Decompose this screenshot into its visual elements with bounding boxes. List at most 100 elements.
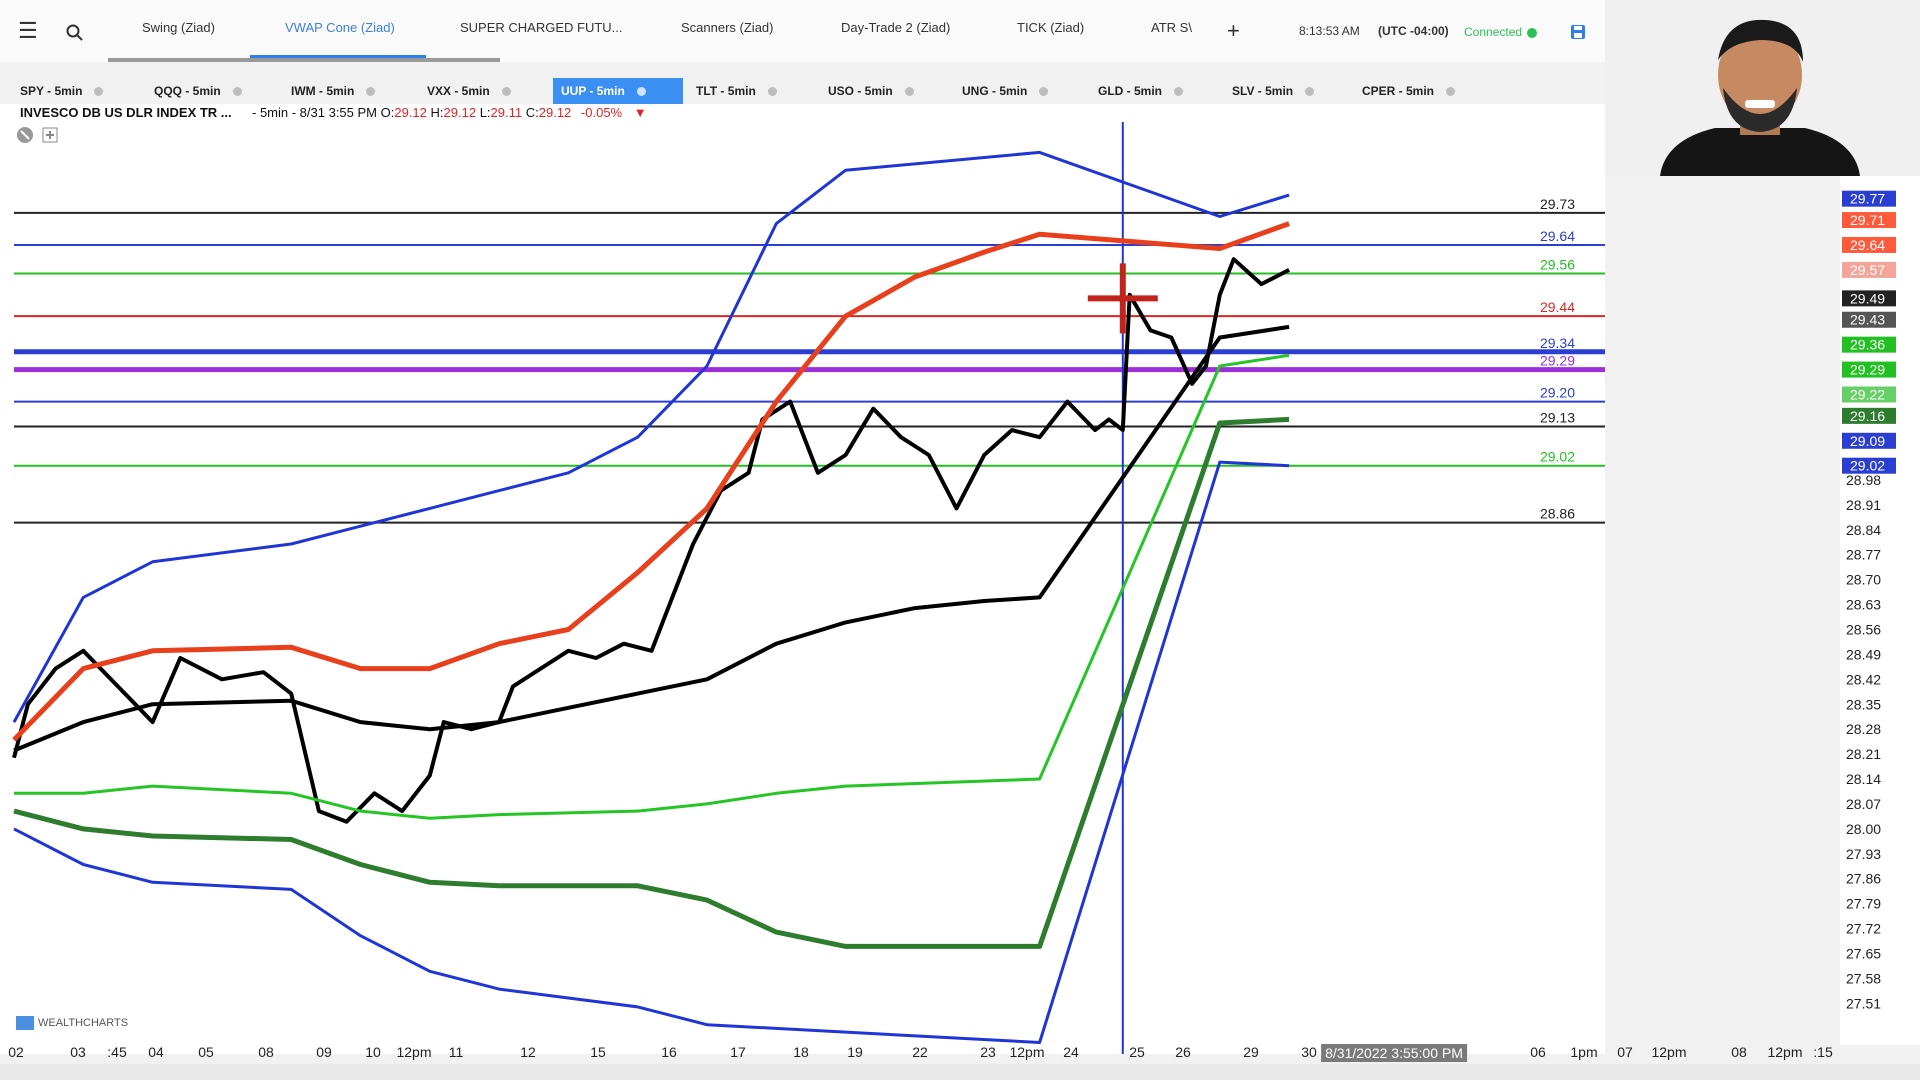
symbol-tab-7[interactable]: UNG - 5min [954, 78, 1056, 104]
symbol-settings-icon[interactable] [366, 87, 376, 97]
level-label-4: 29.34 [1540, 335, 1575, 351]
y-tick-23: 28.21 [1846, 746, 1881, 762]
y-tick-28: 27.86 [1846, 871, 1881, 887]
symbol-tab-4[interactable]: UUP - 5min [553, 78, 683, 104]
x-tick-30: 12pm [1767, 1044, 1803, 1060]
y-tick-20: 28.42 [1846, 671, 1881, 687]
chart-canvas[interactable]: 29.73 29.64 29.56 29.44 29.34 29.29 29.20 29.13… [0, 122, 1605, 1054]
symbol-settings-icon[interactable] [94, 87, 104, 97]
symbol-settings-icon[interactable] [1305, 87, 1315, 97]
expand-chart-icon[interactable] [42, 127, 58, 143]
symbol-tab-2[interactable]: IWM - 5min [283, 78, 383, 104]
x-tick-31: :15 [1813, 1044, 1833, 1060]
x-tick-18: 12pm [1009, 1044, 1045, 1060]
symbol-tab-label: GLD - 5min [1098, 84, 1163, 98]
symbol-settings-icon[interactable] [1174, 87, 1184, 97]
x-tick-4: 05 [198, 1044, 214, 1060]
y-tick-31: 27.65 [1846, 945, 1881, 961]
symbol-settings-icon[interactable] [232, 87, 242, 97]
symbol-tab-label: SLV - 5min [1232, 84, 1294, 98]
symbol-tab-1[interactable]: QQQ - 5min [146, 78, 250, 104]
x-tick-19: 24 [1063, 1044, 1079, 1060]
x-tick-16: 22 [912, 1044, 928, 1060]
symbol-settings-icon[interactable] [1446, 87, 1456, 97]
symbol-tab-label: UUP - 5min [561, 84, 625, 98]
price-badge-label-10: 29.09 [1850, 433, 1885, 449]
x-tick-27: 07 [1617, 1044, 1633, 1060]
tab-atr[interactable]: ATR S\ [1151, 20, 1192, 35]
tab-scrollbar[interactable] [108, 58, 500, 62]
x-tick-12: 16 [661, 1044, 677, 1060]
time-axis[interactable]: 02 03:45 04 05 08 09 10 12pm 11 12 15 16 17 18 19 22 23 1… [0, 1040, 1846, 1064]
level-label-2: 29.56 [1540, 256, 1575, 272]
symbol-tab-label: SPY - 5min [20, 84, 83, 98]
price-axis-labels: 29.77 29.71 29.64 29.57 29.49 29.43 29.36 29.29… [1842, 190, 1896, 1011]
price-badge-11 [1842, 457, 1896, 474]
tab-super-charged-futures[interactable]: SUPER CHARGED FUTU... [460, 20, 623, 35]
change-value: -0.05% [580, 105, 623, 120]
high-value: 29.12 [443, 105, 477, 120]
x-tick-29: 08 [1731, 1044, 1747, 1060]
x-tick-10: 12 [520, 1044, 536, 1060]
price-chart[interactable]: 29.73 29.64 29.56 29.44 29.34 29.29 29.20 29.13… [0, 122, 1605, 1054]
x-tick-8: 12pm [396, 1044, 432, 1060]
low-value: 29.11 [490, 105, 523, 120]
price-badge-label-3: 29.57 [1850, 262, 1885, 278]
search-icon[interactable] [66, 24, 84, 42]
tab-day-trade-2[interactable]: Day-Trade 2 (Ziad) [841, 20, 951, 35]
x-tick-28: 12pm [1651, 1044, 1687, 1060]
symbol-settings-icon[interactable] [904, 87, 914, 97]
instrument-name: INVESCO DB US DLR INDEX TR ... [20, 105, 232, 120]
price-badge-2 [1842, 236, 1896, 253]
x-tick-0: 02 [8, 1044, 24, 1060]
symbol-tab-10[interactable]: CPER - 5min [1354, 78, 1463, 104]
symbol-tab-5[interactable]: TLT - 5min [688, 78, 785, 104]
symbol-tab-label: QQQ - 5min [154, 84, 221, 98]
y-tick-21: 28.35 [1846, 696, 1881, 712]
symbol-tab-3[interactable]: VXX - 5min [419, 78, 519, 104]
bottom-bar [0, 1064, 1920, 1080]
price-badge-0 [1842, 190, 1896, 207]
x-tick-3: 04 [148, 1044, 164, 1060]
x-tick-22: 29 [1243, 1044, 1259, 1060]
high-label: H: [430, 105, 444, 120]
tab-scanners[interactable]: Scanners (Ziad) [681, 20, 774, 35]
symbol-settings-icon[interactable] [636, 87, 646, 97]
symbol-settings-icon[interactable] [1039, 87, 1049, 97]
symbol-tab-8[interactable]: GLD - 5min [1090, 78, 1191, 104]
y-tick-24: 28.14 [1846, 771, 1881, 787]
x-tick-23: 30 [1301, 1044, 1317, 1060]
add-tab-button[interactable]: + [1227, 18, 1240, 43]
symbol-tab-label: IWM - 5min [291, 84, 355, 98]
price-badge-label-8: 29.22 [1850, 387, 1885, 403]
symbol-tab-6[interactable]: USO - 5min [820, 78, 922, 104]
close-chart-icon[interactable] [16, 126, 34, 144]
y-tick-26: 28.00 [1846, 821, 1881, 837]
tab-swing[interactable]: Swing (Ziad) [142, 20, 215, 35]
tab-tick[interactable]: TICK (Ziad) [1017, 20, 1085, 35]
instrument-interval: - 5min - 8/31 3:55 PM [252, 105, 377, 120]
x-tick-21: 26 [1175, 1044, 1191, 1060]
symbol-tab-0[interactable]: SPY - 5min [12, 78, 111, 104]
x-tick-17: 23 [980, 1044, 996, 1060]
series-line-4 [13, 416, 1290, 949]
symbol-settings-icon[interactable] [501, 87, 511, 97]
series-line-3 [12, 150, 1290, 723]
series-line-5 [14, 353, 1290, 820]
save-icon[interactable] [1570, 24, 1586, 40]
x-tick-7: 10 [365, 1044, 381, 1060]
hamburger-menu-icon[interactable]: ☰ [18, 18, 38, 43]
low-label: L: [479, 105, 491, 120]
level-label-5: 29.29 [1540, 353, 1575, 369]
tab-vwap-cone[interactable]: VWAP Cone (Ziad) [285, 20, 395, 35]
y-tick-22: 28.28 [1846, 721, 1881, 737]
timezone: (UTC -04:00) [1378, 24, 1449, 38]
x-tick-24: 8/31/2022 3:55:00 PM [1321, 1044, 1467, 1062]
level-label-6: 29.20 [1540, 385, 1575, 401]
series-line-6 [13, 460, 1290, 1044]
price-axis[interactable]: 29.77 29.71 29.64 29.57 29.49 29.43 29.36 29.29… [1840, 175, 1920, 1045]
symbol-settings-icon[interactable] [767, 87, 777, 97]
instrument-info: INVESCO DB US DLR INDEX TR ... - 5min - … [0, 104, 1605, 122]
x-tick-13: 17 [730, 1044, 746, 1060]
symbol-tab-9[interactable]: SLV - 5min [1224, 78, 1322, 104]
